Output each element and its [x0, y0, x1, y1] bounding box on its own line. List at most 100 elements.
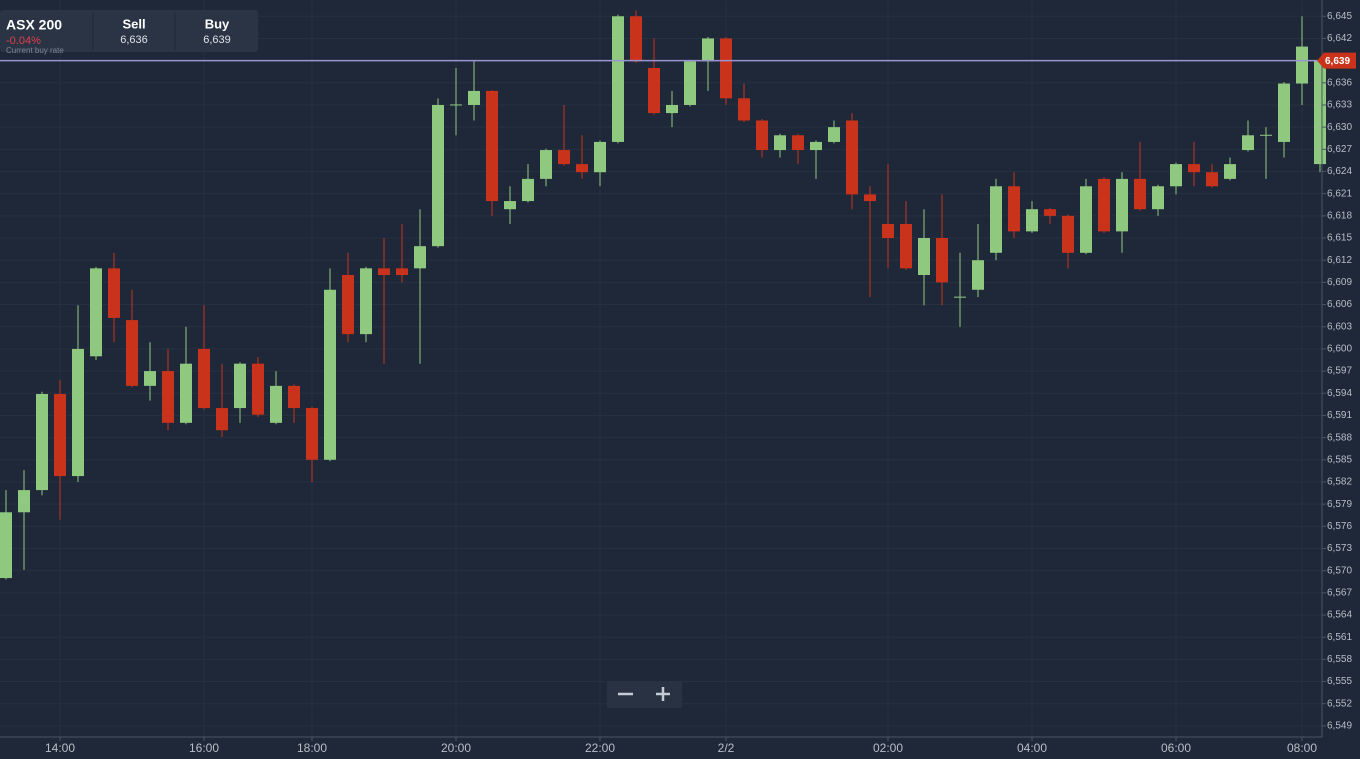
y-tick-label: 6,609: [1327, 277, 1352, 288]
body: [36, 394, 48, 491]
y-tick-label: 6,603: [1327, 321, 1352, 332]
body: [882, 223, 894, 239]
body: [0, 512, 12, 579]
candle: [540, 148, 552, 187]
candle: [1170, 162, 1182, 195]
sell-label: Sell: [122, 16, 145, 31]
candle: [504, 186, 516, 224]
sell-price: 6,636: [120, 34, 148, 46]
candle: [1044, 207, 1056, 224]
candle: [702, 36, 714, 91]
candle: [1260, 127, 1272, 179]
candle: [90, 266, 102, 360]
candle: [1242, 120, 1254, 152]
zoom-in[interactable]: [645, 682, 681, 707]
candle: [252, 357, 264, 417]
candle: [738, 83, 750, 122]
candle: [1098, 177, 1110, 233]
quote-panel: ASX 200 -0.04% Current buy rate Sell 6,6…: [0, 10, 258, 55]
candle: [594, 140, 606, 187]
x-tick-label: 16:00: [189, 741, 219, 755]
body: [324, 289, 336, 460]
body: [162, 371, 174, 423]
body: [306, 408, 318, 460]
body: [234, 363, 246, 409]
candle: [54, 379, 66, 520]
body: [1134, 178, 1146, 210]
y-tick-label: 6,585: [1327, 454, 1352, 465]
y-tick-label: 6,636: [1327, 77, 1352, 88]
body: [270, 385, 282, 423]
candle: [72, 305, 84, 482]
x-tick-label: 08:00: [1287, 741, 1317, 755]
candle: [1278, 82, 1290, 158]
body: [1260, 134, 1272, 136]
candle: [792, 133, 804, 165]
body: [486, 90, 498, 202]
body: [702, 38, 714, 62]
candle: [1116, 172, 1128, 253]
candle: [126, 289, 138, 388]
body: [792, 135, 804, 151]
candle: [1026, 201, 1038, 233]
body: [756, 120, 768, 151]
body: [1224, 164, 1236, 179]
body: [1044, 209, 1056, 216]
buy-price: 6,639: [203, 34, 231, 46]
y-tick-label: 6,627: [1327, 144, 1352, 155]
candle: [720, 36, 732, 105]
x-tick-label: 14:00: [45, 741, 75, 755]
body: [1188, 164, 1200, 173]
body: [1008, 186, 1020, 232]
y-tick-label: 6,561: [1327, 632, 1352, 643]
body: [972, 260, 984, 290]
zoom-out[interactable]: [608, 682, 644, 707]
y-tick-label: 6,579: [1327, 499, 1352, 510]
candle: [918, 209, 930, 306]
body: [378, 268, 390, 275]
body: [1152, 186, 1164, 210]
body: [504, 201, 516, 210]
y-tick-label: 6,633: [1327, 100, 1352, 111]
y-tick-label: 6,573: [1327, 543, 1352, 554]
body: [576, 164, 588, 173]
body: [954, 296, 966, 298]
panel-bg: [0, 10, 258, 52]
candle: [972, 223, 984, 298]
body: [990, 186, 1002, 253]
candle: [774, 133, 786, 158]
y-tick-label: 6,606: [1327, 299, 1352, 310]
candle: [990, 178, 1002, 261]
body: [864, 194, 876, 202]
y-tick-label: 6,594: [1327, 388, 1352, 399]
candle: [1314, 59, 1326, 173]
y-tick-label: 6,591: [1327, 410, 1352, 421]
body: [522, 178, 534, 202]
body: [1278, 83, 1290, 142]
candle: [378, 238, 390, 364]
body: [1116, 178, 1128, 232]
candle: [432, 98, 444, 248]
candle: [486, 90, 498, 216]
body: [630, 16, 642, 62]
current-price-label: 6,639: [1325, 56, 1350, 67]
body: [594, 141, 606, 173]
zoom-controls: [607, 681, 682, 708]
candle: [360, 266, 372, 343]
candle: [576, 135, 588, 179]
current-price-tag: [1317, 52, 1356, 69]
candle: [162, 348, 174, 431]
body: [1098, 178, 1110, 232]
body: [666, 104, 678, 114]
candle: [954, 252, 966, 327]
body: [126, 320, 138, 386]
candle: [1188, 141, 1200, 187]
x-tick-label: 06:00: [1161, 741, 1191, 755]
candle: [1152, 184, 1164, 216]
y-tick-label: 6,555: [1327, 676, 1352, 687]
y-tick-label: 6,645: [1327, 11, 1352, 22]
y-tick-label: 6,588: [1327, 432, 1352, 443]
candle: [648, 38, 660, 115]
body: [72, 348, 84, 477]
body: [144, 371, 156, 386]
